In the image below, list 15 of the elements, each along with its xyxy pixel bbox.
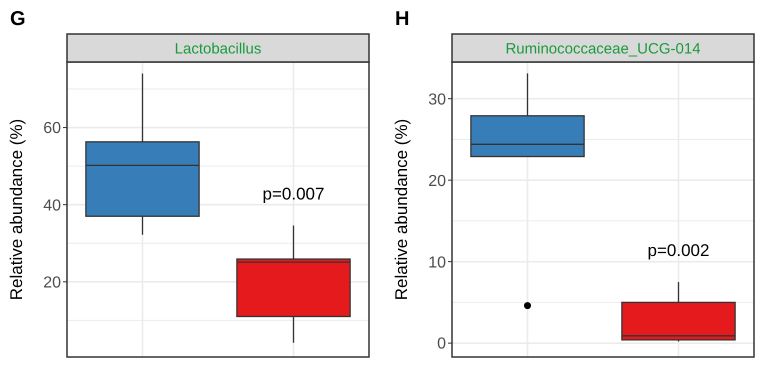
y-tick-label: 30 — [428, 91, 446, 108]
chart-title: Lactobacillus — [174, 40, 262, 58]
y-tick-label: 10 — [428, 254, 446, 272]
y-tick-label: 0 — [437, 336, 446, 353]
text: H — [395, 8, 410, 30]
y-axis-title: Relative abundance (%) — [7, 118, 26, 300]
y-tick-label: 20 — [43, 274, 62, 292]
annotation: p=0.002 — [648, 240, 710, 260]
y-tick-label: 60 — [43, 120, 62, 138]
text: G — [10, 8, 26, 30]
y-tick-label: 20 — [428, 172, 446, 190]
chart-title: Ruminococcaceae_UCG-014 — [505, 40, 701, 58]
annotation: p=0.007 — [262, 184, 324, 204]
y-axis-title: Relative abundance (%) — [392, 118, 411, 300]
y-tick-label: 40 — [43, 197, 62, 214]
